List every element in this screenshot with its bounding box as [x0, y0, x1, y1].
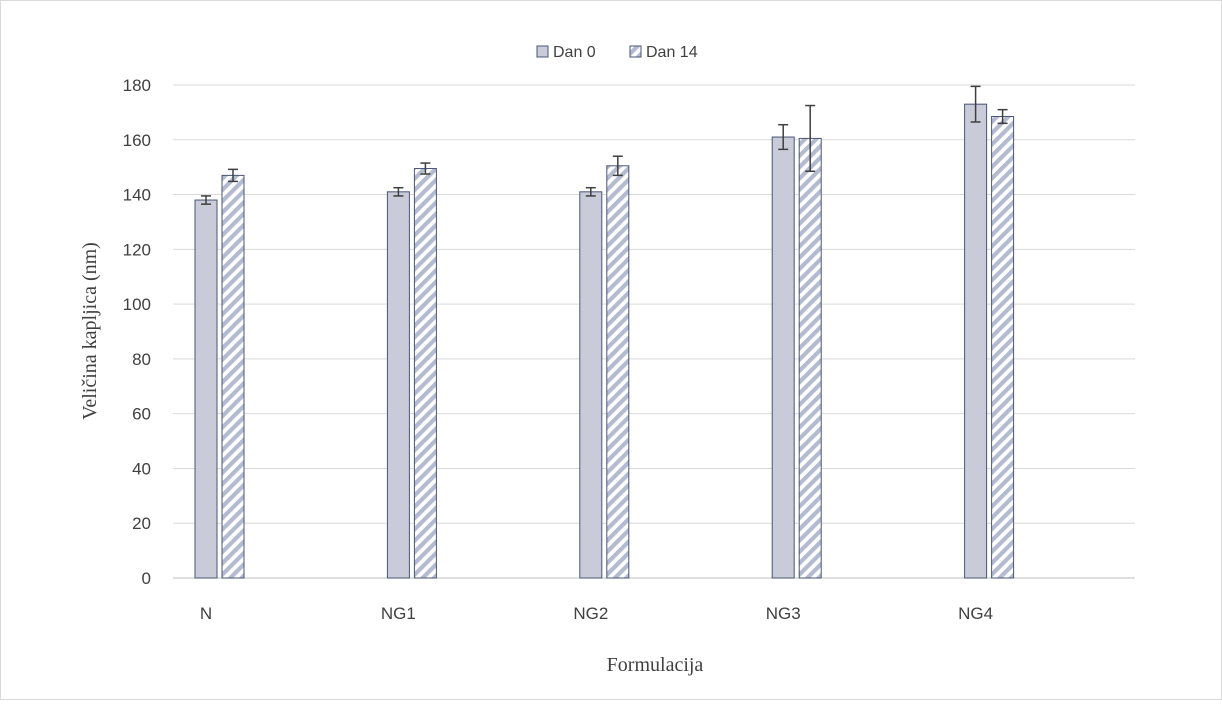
bar-dan-14-n — [221, 174, 245, 579]
x-axis-tick-labels: N NG1 NG2 NG3 NG4 — [200, 604, 993, 623]
error-bar-dan-14-ng2 — [612, 155, 623, 177]
error-bar-dan-14-ng3 — [805, 104, 816, 173]
legend-swatch-dan-14 — [629, 45, 642, 58]
bar-dan-0-n — [194, 199, 218, 579]
legend-label-dan-14: Dan 14 — [646, 44, 698, 61]
y-tick-label: 60 — [132, 405, 151, 424]
bar-dan-14-ng4 — [991, 115, 1015, 579]
legend-label-dan-0: Dan 0 — [553, 44, 596, 61]
bar-dan-14-ng2 — [606, 165, 630, 579]
x-tick-label-n: N — [200, 604, 212, 623]
bar-dan-14-ng3 — [798, 137, 822, 579]
y-axis-tick-labels: 0 20 40 60 80 100 120 140 160 180 — [123, 76, 151, 588]
y-tick-label: 180 — [123, 76, 151, 95]
error-bar-dan-0-ng4 — [970, 85, 981, 123]
bar-dan-14-ng1 — [413, 168, 437, 579]
error-bar-dan-14-ng1 — [420, 162, 431, 175]
x-tick-label-ng2: NG2 — [573, 604, 608, 623]
y-tick-label: 100 — [123, 295, 151, 314]
error-bars — [201, 85, 1008, 205]
bar-dan-0-ng2 — [579, 191, 603, 579]
x-tick-label-ng1: NG1 — [381, 604, 416, 623]
bar-dan-0-ng1 — [386, 191, 410, 579]
error-bar-dan-0-ng3 — [778, 123, 789, 151]
y-tick-label: 120 — [123, 240, 151, 259]
y-tick-label: 0 — [142, 569, 151, 588]
y-tick-label: 40 — [132, 459, 151, 478]
error-bar-dan-14-n — [228, 168, 238, 183]
x-tick-label-ng3: NG3 — [766, 604, 801, 623]
y-tick-label: 20 — [132, 514, 151, 533]
error-bar-dan-14-ng4 — [997, 108, 1008, 125]
error-bar-dan-0-n — [201, 195, 211, 205]
y-tick-label: 160 — [123, 131, 151, 150]
error-bar-dan-0-ng2 — [585, 186, 596, 197]
legend: Dan 0 Dan 14 — [536, 44, 698, 61]
y-tick-label: 80 — [132, 350, 151, 369]
legend-swatch-dan-0 — [536, 45, 549, 58]
error-bar-dan-0-ng1 — [393, 186, 404, 197]
bars — [194, 103, 1015, 579]
gridlines — [173, 84, 1135, 579]
y-axis-title: Veličina kapljica (nm) — [79, 242, 101, 420]
x-tick-label-ng4: NG4 — [958, 604, 993, 623]
bar-dan-0-ng3 — [771, 136, 795, 579]
y-tick-label: 140 — [123, 186, 151, 205]
x-axis-title: Formulacija — [607, 654, 704, 676]
bar-dan-0-ng4 — [964, 103, 988, 579]
